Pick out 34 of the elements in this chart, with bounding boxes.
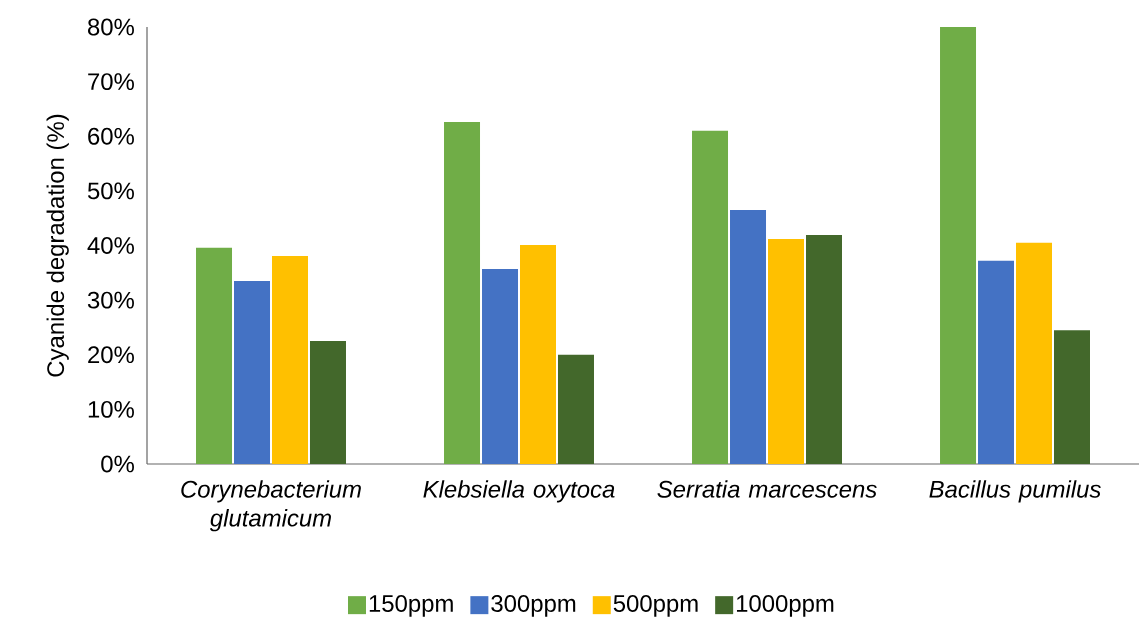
legend-label: 300ppm bbox=[491, 595, 576, 617]
y-tick-label: 50% bbox=[87, 182, 134, 200]
y-tick-label: 30% bbox=[87, 291, 134, 309]
bar bbox=[730, 209, 767, 464]
bar bbox=[806, 235, 842, 464]
bar bbox=[692, 130, 729, 464]
bar bbox=[557, 354, 594, 464]
bar bbox=[1016, 242, 1052, 464]
legend-label: 500ppm bbox=[613, 595, 698, 617]
y-tick-label: 10% bbox=[88, 400, 134, 418]
y-tick-label: 60% bbox=[88, 127, 134, 145]
y-axis-title: Cyanide degradation (%) bbox=[46, 114, 69, 377]
y-tick-label: 20% bbox=[88, 346, 134, 364]
x-tick-label: Corynebacterium glutamicum bbox=[181, 480, 361, 532]
bar bbox=[309, 341, 346, 464]
bar bbox=[1054, 330, 1090, 464]
y-tick-label: 0% bbox=[101, 455, 134, 473]
y-tick-label: 40% bbox=[87, 237, 134, 254]
bar bbox=[768, 238, 804, 464]
bar bbox=[196, 247, 233, 464]
bar bbox=[520, 244, 556, 464]
bar bbox=[444, 122, 481, 464]
x-tick-label: Serratia marcescens bbox=[657, 480, 877, 498]
bar bbox=[940, 27, 977, 464]
legend-label: 1000ppm bbox=[736, 595, 834, 617]
y-tick-label: 80% bbox=[88, 18, 134, 36]
y-tick-label: 70% bbox=[88, 73, 134, 91]
x-tick-label: Klebsiella oxytoca bbox=[423, 480, 615, 503]
bar bbox=[482, 268, 519, 464]
bar bbox=[978, 260, 1015, 464]
legend-label: 150ppm bbox=[369, 595, 453, 617]
bar bbox=[272, 255, 308, 464]
x-tick-label: Bacillus pumilus bbox=[929, 480, 1101, 503]
bar bbox=[234, 281, 270, 464]
